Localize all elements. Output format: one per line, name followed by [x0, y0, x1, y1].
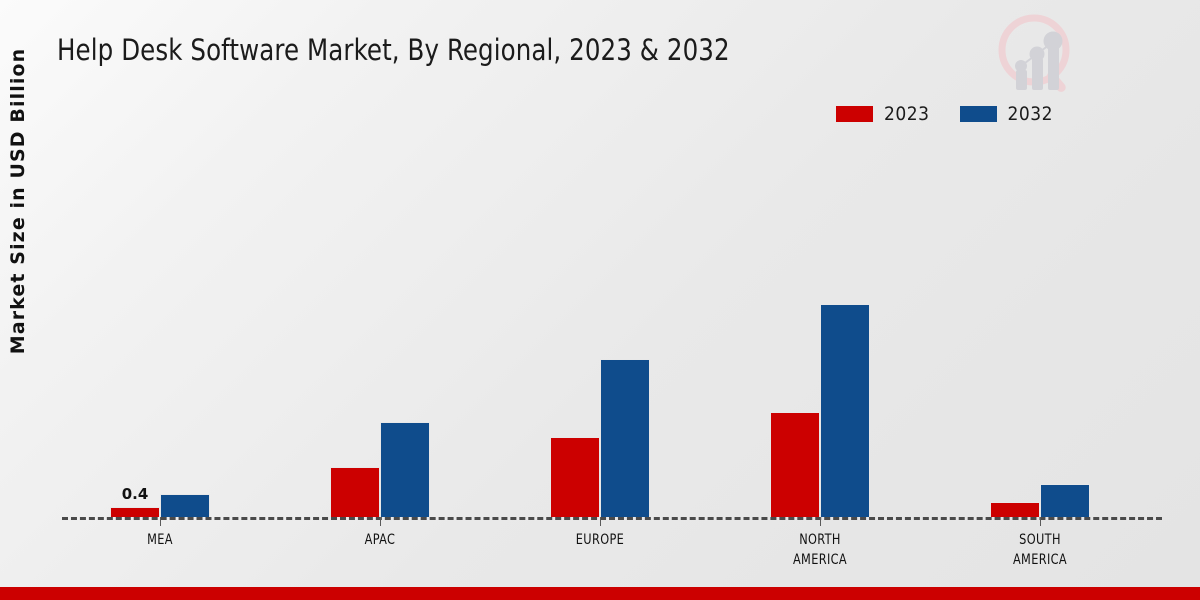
legend-swatch-2023: [836, 106, 873, 122]
x-axis-tick-south-america: [1040, 517, 1041, 526]
plot-area: 0.4 MEA APAC EUROPE NORTH AMERICA: [62, 120, 1162, 568]
bar-2032-apac[interactable]: [380, 422, 430, 517]
chart-legend: 2023 2032: [836, 103, 1053, 125]
x-axis-tick-north-america: [820, 517, 821, 526]
legend-label-2032: 2032: [1007, 103, 1053, 125]
x-axis-tick-mea: [160, 517, 161, 526]
bar-2032-south-america[interactable]: [1040, 484, 1090, 517]
legend-item-2023[interactable]: 2023: [836, 103, 930, 125]
x-axis-tick-europe: [600, 517, 601, 526]
bar-2023-south-america[interactable]: [990, 502, 1040, 517]
bar-2032-north-america[interactable]: [820, 304, 870, 517]
x-axis-label-north-america: NORTH AMERICA: [792, 532, 848, 568]
legend-label-2023: 2023: [884, 103, 930, 125]
x-axis-baseline: [62, 517, 1162, 520]
x-axis-label-mea: MEA: [147, 532, 173, 548]
x-axis-tick-apac: [380, 517, 381, 526]
bar-value-2023-mea: 0.4: [121, 485, 149, 503]
y-axis-title: Market Size in USD Billion: [7, 47, 29, 355]
bar-2032-mea[interactable]: [160, 494, 210, 517]
magnifier-bar-chart-logo-watermark: [992, 8, 1084, 100]
x-axis-label-apac: APAC: [364, 532, 396, 548]
x-axis-label-south-america: SOUTH AMERICA: [1012, 532, 1068, 568]
chart-title: Help Desk Software Market, By Regional, …: [57, 33, 730, 67]
bar-2032-europe[interactable]: [600, 359, 650, 517]
bottom-accent-band: [0, 587, 1200, 600]
bar-2023-europe[interactable]: [550, 437, 600, 517]
legend-item-2032[interactable]: 2032: [959, 103, 1054, 125]
bar-2023-apac[interactable]: [330, 467, 380, 517]
bar-2023-mea[interactable]: [110, 507, 160, 517]
bar-2023-north-america[interactable]: [770, 412, 820, 517]
legend-swatch-2032: [959, 106, 997, 122]
x-axis-label-europe: EUROPE: [575, 532, 625, 548]
